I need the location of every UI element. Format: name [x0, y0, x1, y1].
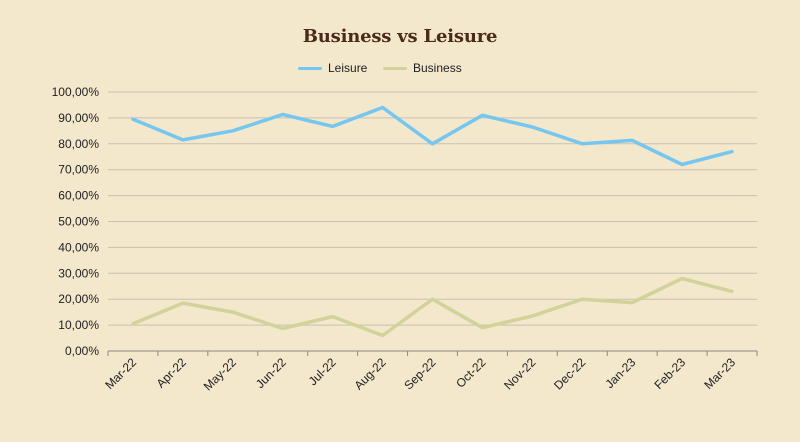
- y-tick-label: 10,00%: [58, 318, 99, 332]
- chart-title: Business vs Leisure: [302, 26, 498, 47]
- x-tick-label: Jul-22: [306, 355, 339, 388]
- x-tick-label: Feb-23: [651, 355, 688, 392]
- y-tick-label: 70,00%: [58, 163, 99, 177]
- legend-item-leisure: Leisure: [298, 60, 367, 76]
- x-tick-label: Mar-23: [701, 355, 738, 392]
- legend: Leisure Business: [0, 58, 800, 78]
- y-tick-label: 100,00%: [52, 85, 100, 99]
- y-tick-label: 90,00%: [58, 111, 99, 125]
- legend-item-business: Business: [383, 60, 462, 76]
- y-tick-label: 40,00%: [58, 240, 99, 254]
- x-tick-label: Oct-22: [453, 355, 489, 391]
- y-tick-label: 0,00%: [65, 344, 99, 358]
- x-tick-label: Aug-22: [351, 355, 388, 392]
- x-tick-label: Jan-23: [602, 355, 638, 391]
- series-line-business: [131, 276, 734, 338]
- series-line-leisure: [131, 105, 734, 167]
- legend-label-leisure: Leisure: [328, 61, 368, 75]
- x-tick-label: Nov-22: [501, 355, 538, 392]
- y-tick-label: 20,00%: [58, 292, 99, 306]
- y-tick-label: 50,00%: [58, 215, 99, 229]
- y-tick-label: 80,00%: [58, 137, 99, 151]
- x-tick-label: May-22: [201, 355, 239, 393]
- x-tick-label: Apr-22: [154, 355, 190, 391]
- y-tick-label: 30,00%: [58, 266, 99, 280]
- legend-label-business: Business: [413, 61, 462, 75]
- y-tick-label: 60,00%: [58, 189, 99, 203]
- x-tick-label: Mar-22: [102, 355, 139, 392]
- x-tick-label: Dec-22: [551, 355, 588, 392]
- x-tick-label: Sep-22: [401, 355, 438, 392]
- legend-swatch-business: [383, 66, 407, 70]
- x-tick-label: Jun-22: [253, 355, 289, 391]
- legend-swatch-leisure: [298, 66, 322, 70]
